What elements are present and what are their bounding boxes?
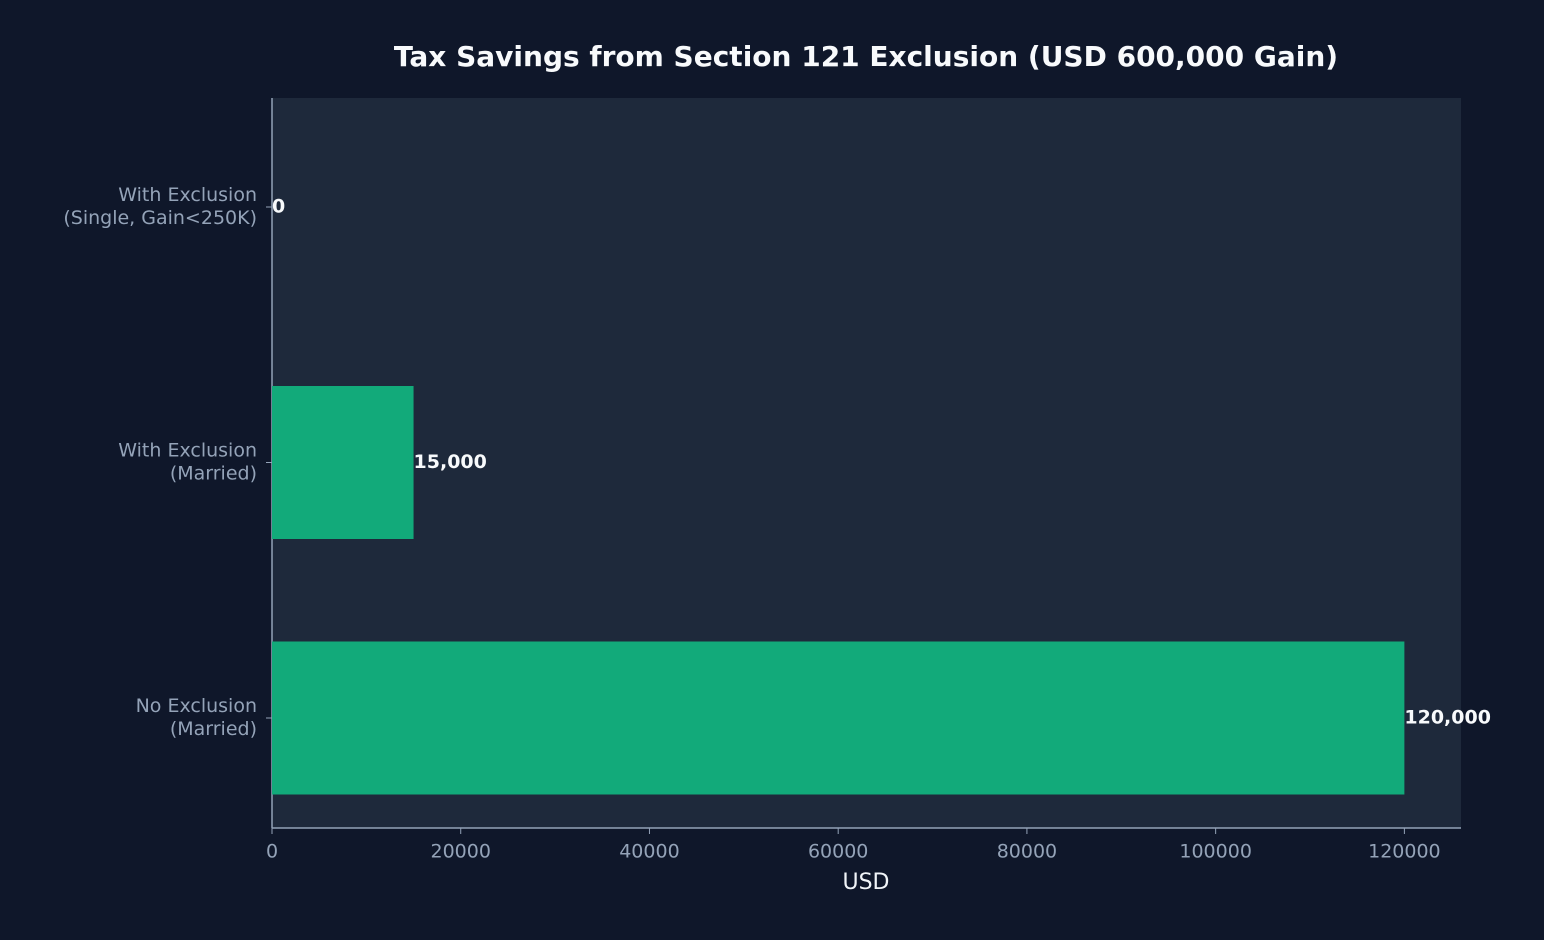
y-tick-label: (Married) [170,463,257,485]
y-tick-label: (Single, Gain<250K) [63,207,257,229]
value-label: 0 [272,196,285,218]
y-tick-label: With Exclusion [118,184,257,206]
y-tick-label: With Exclusion [118,440,257,462]
x-axis-label: USD [842,870,889,895]
bar [272,386,414,539]
value-label: 120,000 [1404,707,1491,729]
x-tick-label: 40000 [619,841,679,863]
x-tick-label: 0 [266,841,278,863]
y-tick-label: (Married) [170,718,257,740]
x-tick-label: 60000 [808,841,868,863]
x-tick-label: 20000 [431,841,491,863]
x-tick-label: 100000 [1179,841,1252,863]
bar [272,641,1405,795]
x-tick-label: 120000 [1368,841,1441,863]
value-label: 15,000 [414,451,487,473]
chart-title: Tax Savings from Section 121 Exclusion (… [394,40,1338,73]
x-tick-label: 80000 [997,841,1057,863]
y-tick-label: No Exclusion [136,695,257,717]
